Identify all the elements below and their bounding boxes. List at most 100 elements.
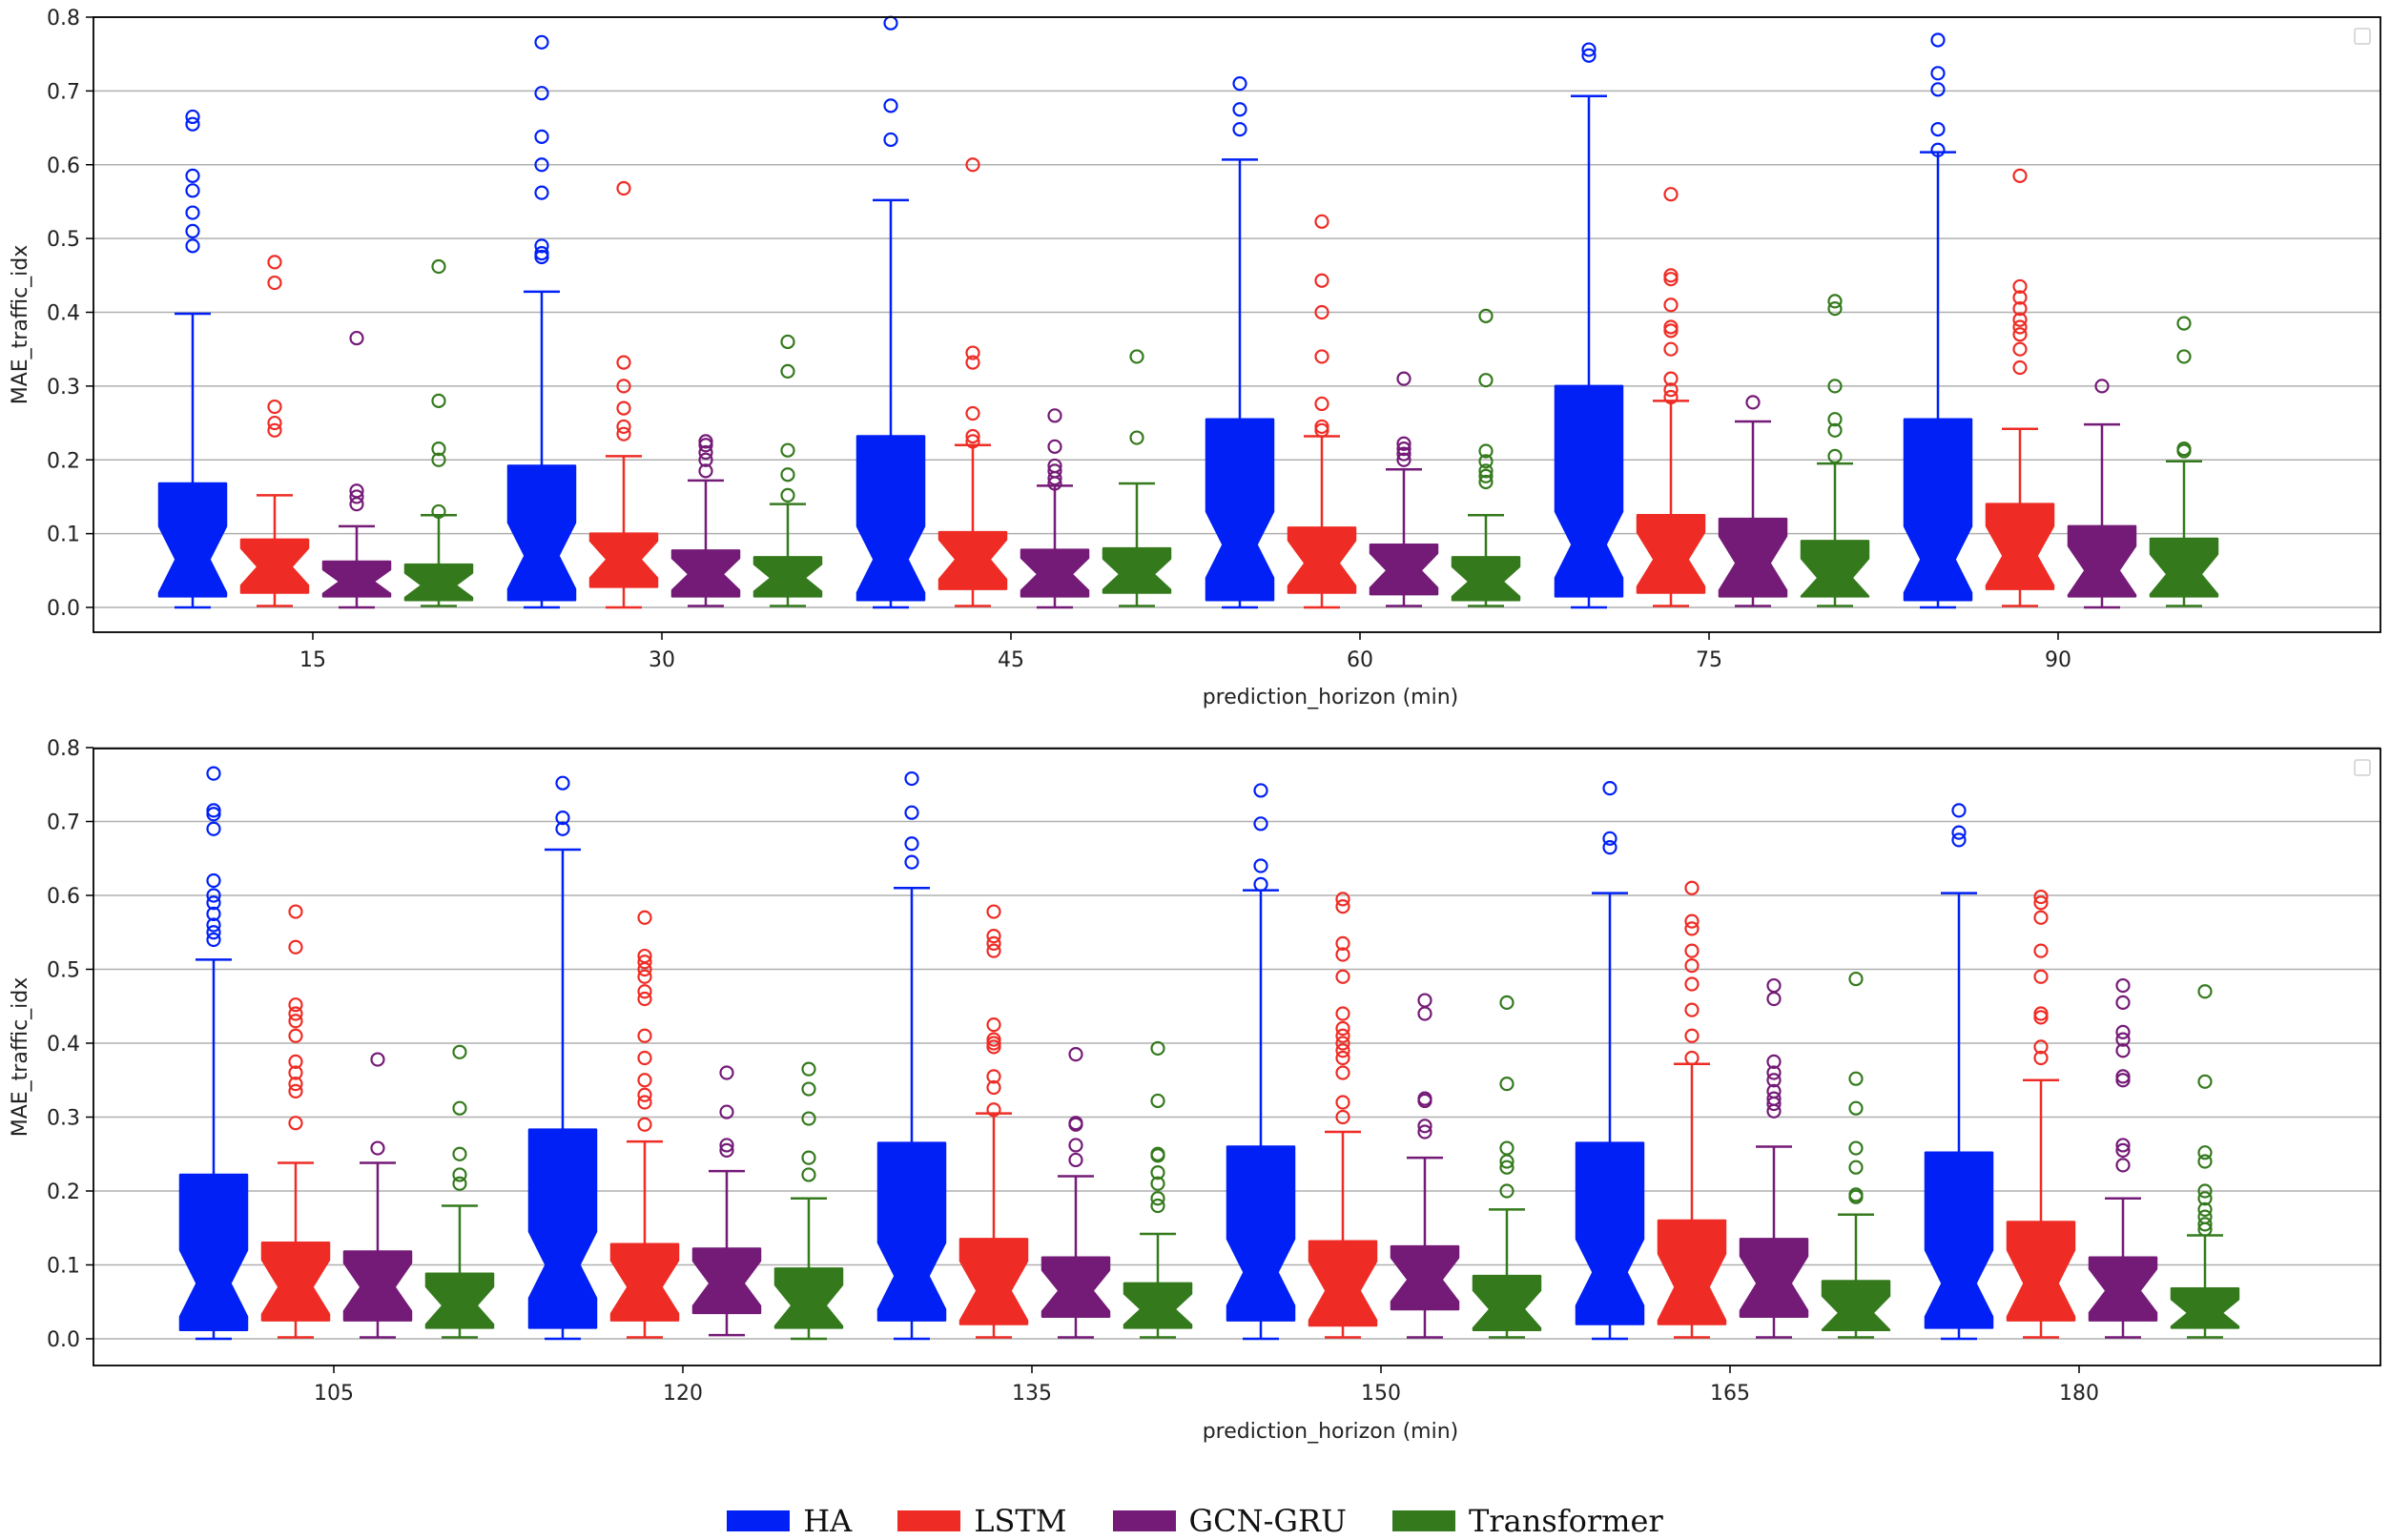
outlier-point	[555, 821, 570, 836]
outlier-point	[1335, 969, 1350, 984]
box-body	[239, 538, 310, 594]
outlier-point	[719, 1104, 734, 1119]
x-tick-label: 180	[2059, 1382, 2099, 1406]
outlier-point	[1396, 371, 1411, 386]
outlier-point	[965, 428, 980, 444]
outlier-point	[2115, 1158, 2131, 1173]
legend-label-gcn-gru: GCN-GRU	[1188, 1503, 1348, 1539]
outlier-point	[1314, 396, 1329, 412]
box-ha-30	[506, 34, 577, 609]
box-gcngru-150	[1390, 993, 1460, 1339]
box-gcngru-90	[2067, 379, 2137, 609]
x-tick-label: 150	[1361, 1382, 1401, 1406]
outlier-point	[2033, 910, 2049, 925]
legend-swatch-gcn-gru	[1112, 1510, 1176, 1531]
outlier-point	[1478, 474, 1494, 490]
x-tick-label: 60	[1347, 648, 1373, 672]
outlier-point	[1417, 1006, 1432, 1021]
legend: HA LSTM GCN-GRU Transformer	[0, 1502, 2390, 1540]
outlier-point	[1499, 1140, 1514, 1156]
outlier-point	[965, 345, 980, 360]
box-body	[876, 1141, 947, 1322]
outlier-point	[719, 1138, 734, 1153]
outlier-point	[2115, 1024, 2131, 1039]
outlier-point	[1150, 1146, 1165, 1161]
outlier-point	[780, 334, 795, 350]
outlier-point	[698, 463, 713, 479]
outlier-point	[1766, 977, 1782, 994]
outlier-point	[1068, 1152, 1083, 1168]
outlier-point	[1581, 42, 1597, 57]
outlier-point	[185, 109, 200, 125]
outlier-point	[1499, 995, 1514, 1010]
outlier-point	[1581, 48, 1597, 63]
outlier-point	[616, 419, 631, 435]
legend-label-lstm: LSTM	[974, 1503, 1067, 1539]
box-ha-45	[855, 15, 926, 609]
outlier-point	[206, 873, 221, 889]
y-tick-label: 0.6	[47, 154, 80, 178]
outlier-point	[1663, 371, 1679, 386]
outlier-point	[1396, 452, 1411, 467]
outlier-point	[637, 948, 652, 964]
outlier-point	[1417, 993, 1432, 1008]
outlier-point	[1499, 1183, 1514, 1199]
outlier-point	[2033, 1006, 2049, 1021]
outlier-point	[2115, 1032, 2131, 1047]
y-tick-label: 0.4	[47, 1033, 80, 1057]
outlier-point	[1335, 892, 1350, 907]
outlier-point	[2197, 1154, 2213, 1169]
outlier-point	[1129, 430, 1144, 445]
outlier-point	[185, 116, 200, 132]
box-body	[1821, 1280, 1891, 1331]
box-gcngru-135	[1040, 1047, 1111, 1339]
outlier-point	[1232, 102, 1247, 117]
outlier-point	[185, 238, 200, 254]
outlier-point	[1766, 1091, 1782, 1106]
outlier-point	[637, 969, 652, 984]
outlier-point	[1663, 268, 1679, 283]
box-body	[1451, 556, 1521, 602]
outlier-point	[1314, 273, 1329, 288]
outlier-point	[2012, 278, 2028, 295]
outlier-point	[349, 330, 364, 346]
outlier-point	[1396, 446, 1411, 462]
outlier-point	[1478, 373, 1494, 388]
box-body	[1985, 503, 2055, 590]
outlier-point	[1335, 1095, 1350, 1110]
outlier-point	[1478, 308, 1494, 323]
outlier-point	[2033, 889, 2049, 905]
outlier-point	[267, 415, 282, 431]
outlier-point	[1827, 422, 1843, 438]
box-body	[342, 1250, 413, 1322]
outlier-point	[1951, 803, 1967, 818]
outlier-point	[637, 1028, 652, 1043]
outlier-point	[1478, 454, 1494, 469]
outlier-point	[1684, 914, 1700, 929]
outlier-point	[452, 1176, 467, 1191]
outlier-point	[2197, 984, 2213, 999]
box-body	[1718, 517, 1788, 598]
outlier-point	[637, 1073, 652, 1088]
outlier-point	[2197, 1074, 2213, 1089]
x-tick-label: 90	[2045, 648, 2071, 672]
y-tick-label: 0.8	[47, 7, 80, 31]
outlier-point	[2012, 327, 2028, 342]
outlier-point	[616, 180, 631, 196]
box-body	[157, 482, 228, 598]
outlier-point	[206, 895, 221, 911]
box-ha-180	[1924, 803, 1994, 1341]
outlier-point	[883, 15, 898, 31]
x-axis-label: prediction_horizon (min)	[1203, 686, 1459, 709]
box-ha-165	[1575, 781, 1645, 1341]
y-tick-label: 0.6	[47, 885, 80, 909]
box-body	[773, 1267, 844, 1329]
box-transformer-165	[1821, 971, 1891, 1339]
outlier-point	[1129, 349, 1144, 364]
outlier-point	[349, 483, 364, 499]
outlier-point	[431, 503, 446, 520]
outlier-point	[1314, 419, 1329, 435]
box-ha-135	[876, 770, 947, 1341]
box-body	[670, 549, 741, 598]
box-body	[1226, 1145, 1296, 1322]
